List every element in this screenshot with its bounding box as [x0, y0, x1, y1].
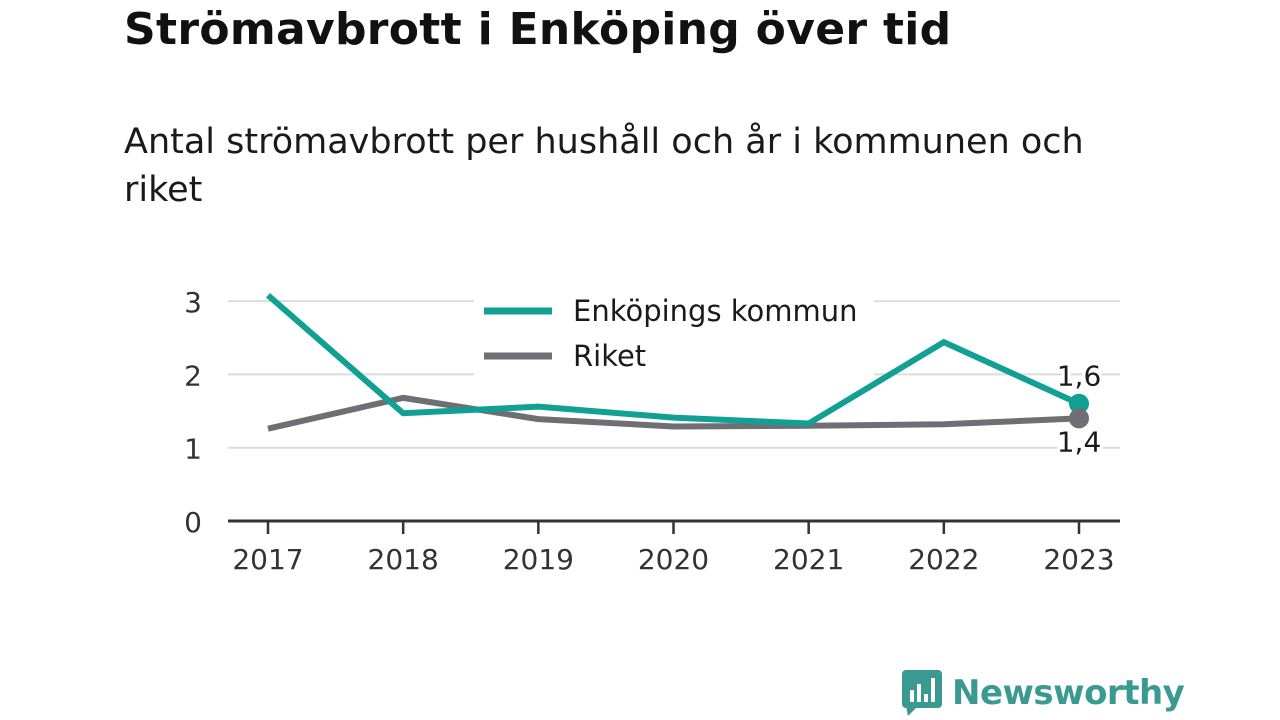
- legend-label: Riket: [573, 339, 646, 373]
- legend: Enköpings kommun Riket: [474, 285, 874, 379]
- legend-box: [474, 285, 874, 379]
- x-tick-label: 2023: [1043, 543, 1114, 576]
- axes: 0 1 2 3 2017 2018 2019 2020 2021 2022 2023: [184, 286, 1120, 576]
- end-marker-riket: [1069, 408, 1089, 429]
- series-line-riket: [267, 394, 1080, 432]
- y-tick-label: 1: [184, 433, 202, 466]
- x-tick-label: 2021: [773, 543, 844, 576]
- x-tick-label: 2019: [503, 543, 574, 576]
- end-label-enkoping: 1,6: [1057, 360, 1102, 393]
- y-tick-label: 3: [184, 286, 202, 319]
- x-tick-label: 2017: [232, 543, 303, 576]
- chart-subtitle: Antal strömavbrott per hushåll och år i …: [124, 122, 1084, 210]
- newsworthy-logo: Newsworthy: [902, 670, 1185, 716]
- legend-label: Enköpings kommun: [573, 294, 858, 328]
- chart-title: Strömavbrott i Enköping över tid: [124, 4, 952, 55]
- series-lines: [266, 292, 1081, 432]
- series-line-enkoping: [266, 292, 1081, 427]
- brand-name: Newsworthy: [952, 673, 1185, 713]
- x-tick-label: 2022: [908, 543, 979, 576]
- end-label-riket: 1,4: [1057, 425, 1102, 458]
- bar-chart-speech-bubble-icon: [902, 670, 942, 716]
- y-tick-label: 2: [184, 359, 202, 392]
- x-tick-label: 2020: [638, 543, 709, 576]
- end-marker-enkoping: [1069, 393, 1089, 414]
- x-tick-label: 2018: [368, 543, 439, 576]
- y-tick-label: 0: [184, 506, 202, 539]
- end-labels: 1,6 1,4: [1054, 357, 1105, 462]
